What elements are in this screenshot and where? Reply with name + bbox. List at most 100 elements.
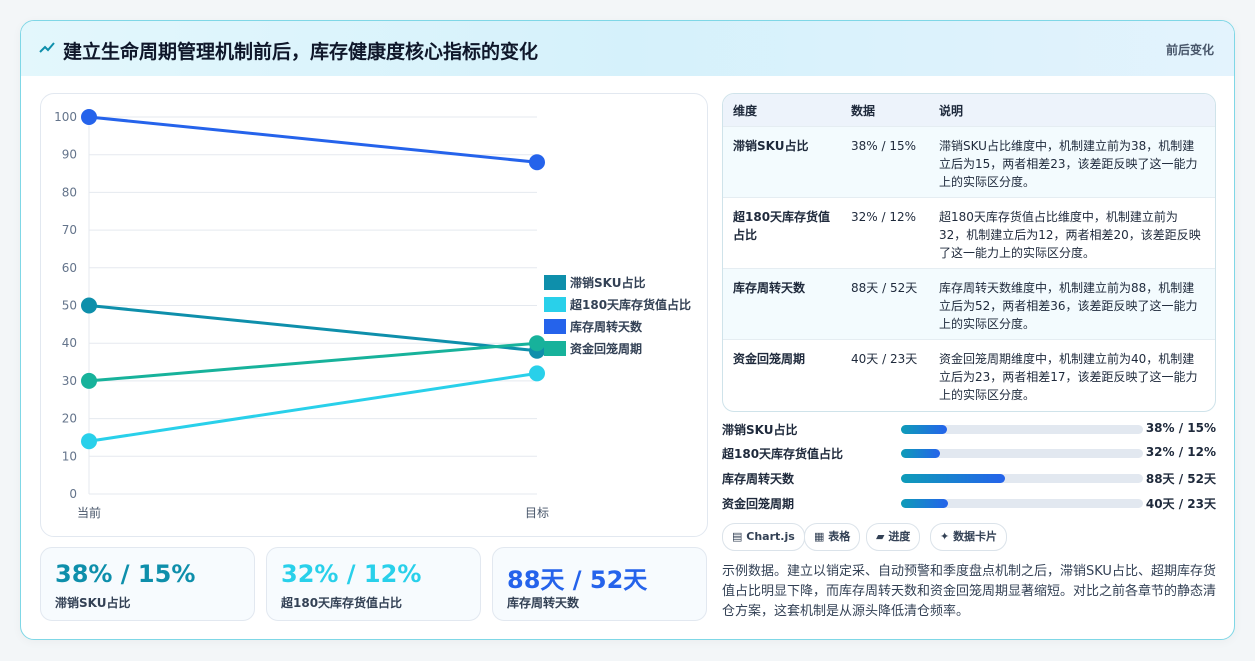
kpi-card: 38% / 15% 滞销SKU占比	[40, 547, 255, 621]
series-line	[88, 304, 538, 353]
progress-track	[901, 499, 1143, 508]
data-point	[81, 372, 97, 389]
y-tick-label: 30	[62, 374, 77, 388]
progress-label: 滞销SKU占比	[722, 423, 798, 437]
cell-data: 38% / 15%	[841, 126, 929, 198]
kpi-label: 库存周转天数	[507, 596, 580, 610]
chip-table[interactable]: ▦ 表格	[804, 523, 861, 551]
table-row: 滞销SKU占比 38% / 15% 滞销SKU占比维度中，机制建立前为38，机制…	[723, 126, 1215, 198]
progress-value: 38% / 15%	[1145, 421, 1216, 435]
chart-icon: ▤	[732, 530, 743, 543]
progress-row: 库存周转天数 88天 / 52天	[722, 468, 1218, 488]
page-title: 建立生命周期管理机制前后，库存健康度核心指标的变化	[63, 41, 539, 63]
progress-label: 库存周转天数	[722, 472, 795, 486]
progress-row: 滞销SKU占比 38% / 15%	[722, 419, 1218, 439]
kpi-value: 38% / 15%	[55, 560, 196, 588]
kpi-label: 超180天库存货值占比	[281, 596, 403, 610]
progress-track	[901, 474, 1143, 483]
progress-fill	[901, 449, 940, 458]
progress-row: 资金回笼周期 40天 / 23天	[722, 493, 1218, 513]
progress-fill	[901, 499, 949, 508]
trend-icon	[39, 42, 55, 53]
kpi-card: 88天 / 52天 库存周转天数	[492, 547, 707, 621]
progress-icon: ▰	[876, 530, 885, 543]
y-tick-label: 70	[62, 223, 77, 237]
table-row: 超180天库存货值占比 32% / 12% 超180天库存货值占比维度中，机制建…	[723, 197, 1215, 269]
progress-track	[901, 449, 1143, 458]
kpi-label: 滞销SKU占比	[55, 596, 131, 610]
table-row: 资金回笼周期 40天 / 23天 资金回笼周期维度中，机制建立前为40，机制建立…	[723, 339, 1215, 411]
progress-value: 88天 / 52天	[1145, 472, 1216, 486]
progress-track	[901, 425, 1143, 434]
y-tick-label: 20	[62, 412, 77, 426]
cell-desc: 超180天库存货值占比维度中，机制建立前为32，机制建立后为12，两者相差20，…	[929, 197, 1215, 269]
legend-label: 资金回笼周期	[570, 341, 642, 356]
y-tick-label: 100	[54, 110, 77, 124]
data-point	[529, 154, 545, 171]
metrics-table: 维度 数据 说明 滞销SKU占比 38% / 15% 滞销SKU占比维度中，机制…	[722, 93, 1216, 412]
kpi-card: 32% / 12% 超180天库存货值占比	[266, 547, 481, 621]
data-point	[529, 365, 545, 382]
summary-note: 示例数据。建立以销定采、自动预警和季度盘点机制之后，滞销SKU占比、超期库存货值…	[722, 564, 1217, 619]
x-tick-label: 当前	[77, 505, 101, 520]
cell-dimension: 库存周转天数	[723, 268, 841, 340]
x-tick-label: 目标	[525, 506, 549, 520]
column-header: 数据	[841, 94, 929, 127]
cell-dimension: 超180天库存货值占比	[723, 197, 841, 269]
cell-dimension: 滞销SKU占比	[723, 126, 841, 198]
progress-value: 40天 / 23天	[1145, 497, 1216, 511]
table-row: 库存周转天数 88天 / 52天 库存周转天数维度中，机制建立前为88，机制建立…	[723, 268, 1215, 340]
table-header-row: 维度 数据 说明	[723, 94, 1215, 127]
progress-fill	[901, 425, 947, 434]
data-point	[81, 297, 97, 314]
cell-desc: 库存周转天数维度中，机制建立前为88，机制建立后为52，两者相差36，该差距反映…	[929, 268, 1215, 340]
progress-value: 32% / 12%	[1145, 445, 1216, 459]
data-point	[529, 335, 545, 352]
column-header: 维度	[723, 94, 841, 127]
kpi-value: 32% / 12%	[281, 560, 422, 588]
cell-dimension: 资金回笼周期	[723, 339, 841, 411]
line-chart: 0 10 20 30 40 50 60 70 80 90 100 当前 目标 滞销SKU占比超180天库存…	[54, 109, 691, 520]
cell-desc: 资金回笼周期维度中，机制建立前为40，机制建立后为23，两者相差17，该差距反映…	[929, 339, 1215, 411]
legend-label: 库存周转天数	[570, 319, 643, 334]
legend-swatch	[544, 319, 566, 334]
progress-row: 超180天库存货值占比 32% / 12%	[722, 443, 1218, 463]
chip-label: 表格	[828, 530, 851, 543]
dashboard-card: 建立生命周期管理机制前后，库存健康度核心指标的变化 前后变化 0 10 20 30 40…	[20, 20, 1235, 640]
y-tick-label: 50	[62, 299, 77, 313]
legend-label: 滞销SKU占比	[570, 275, 645, 290]
chip-data-card[interactable]: ✦ 数据卡片	[930, 523, 1008, 551]
cell-data: 32% / 12%	[841, 197, 929, 269]
line-chart-panel: 0 10 20 30 40 50 60 70 80 90 100 当前 目标 滞销SKU占比超180天库存…	[40, 93, 708, 537]
y-tick-label: 10	[62, 449, 77, 463]
y-tick-label: 80	[62, 185, 77, 199]
series-line	[88, 371, 538, 443]
cell-data: 88天 / 52天	[841, 268, 929, 340]
cell-desc: 滞销SKU占比维度中，机制建立前为38，机制建立后为15，两者相差23，该差距反…	[929, 126, 1215, 198]
y-tick-label: 60	[62, 261, 77, 275]
legend-swatch	[544, 275, 566, 290]
y-tick-label: 90	[62, 148, 77, 162]
header-tag: 前后变化	[1165, 43, 1214, 57]
legend-swatch	[544, 341, 566, 356]
column-header: 说明	[929, 94, 1215, 127]
kpi-value: 88天 / 52天	[507, 566, 648, 594]
legend-swatch	[544, 297, 566, 312]
progress-label: 资金回笼周期	[722, 497, 795, 511]
chip-chart[interactable]: ▤ Chart.js	[722, 523, 805, 551]
series-line	[88, 115, 538, 164]
progress-label: 超180天库存货值占比	[722, 447, 844, 461]
data-point	[81, 109, 97, 125]
table-icon: ▦	[814, 530, 825, 543]
chip-label: Chart.js	[746, 530, 795, 543]
card-header: 建立生命周期管理机制前后，库存健康度核心指标的变化 前后变化	[21, 21, 1234, 76]
chip-label: 数据卡片	[953, 530, 998, 543]
chip-label: 进度	[888, 530, 911, 543]
series-line	[88, 341, 538, 383]
chip-progress[interactable]: ▰ 进度	[866, 523, 921, 551]
legend-label: 超180天库存货值占比	[569, 297, 691, 312]
y-tick-label: 0	[69, 487, 77, 501]
data-point	[81, 433, 97, 450]
progress-fill	[901, 474, 1006, 483]
y-tick-label: 40	[62, 336, 77, 350]
